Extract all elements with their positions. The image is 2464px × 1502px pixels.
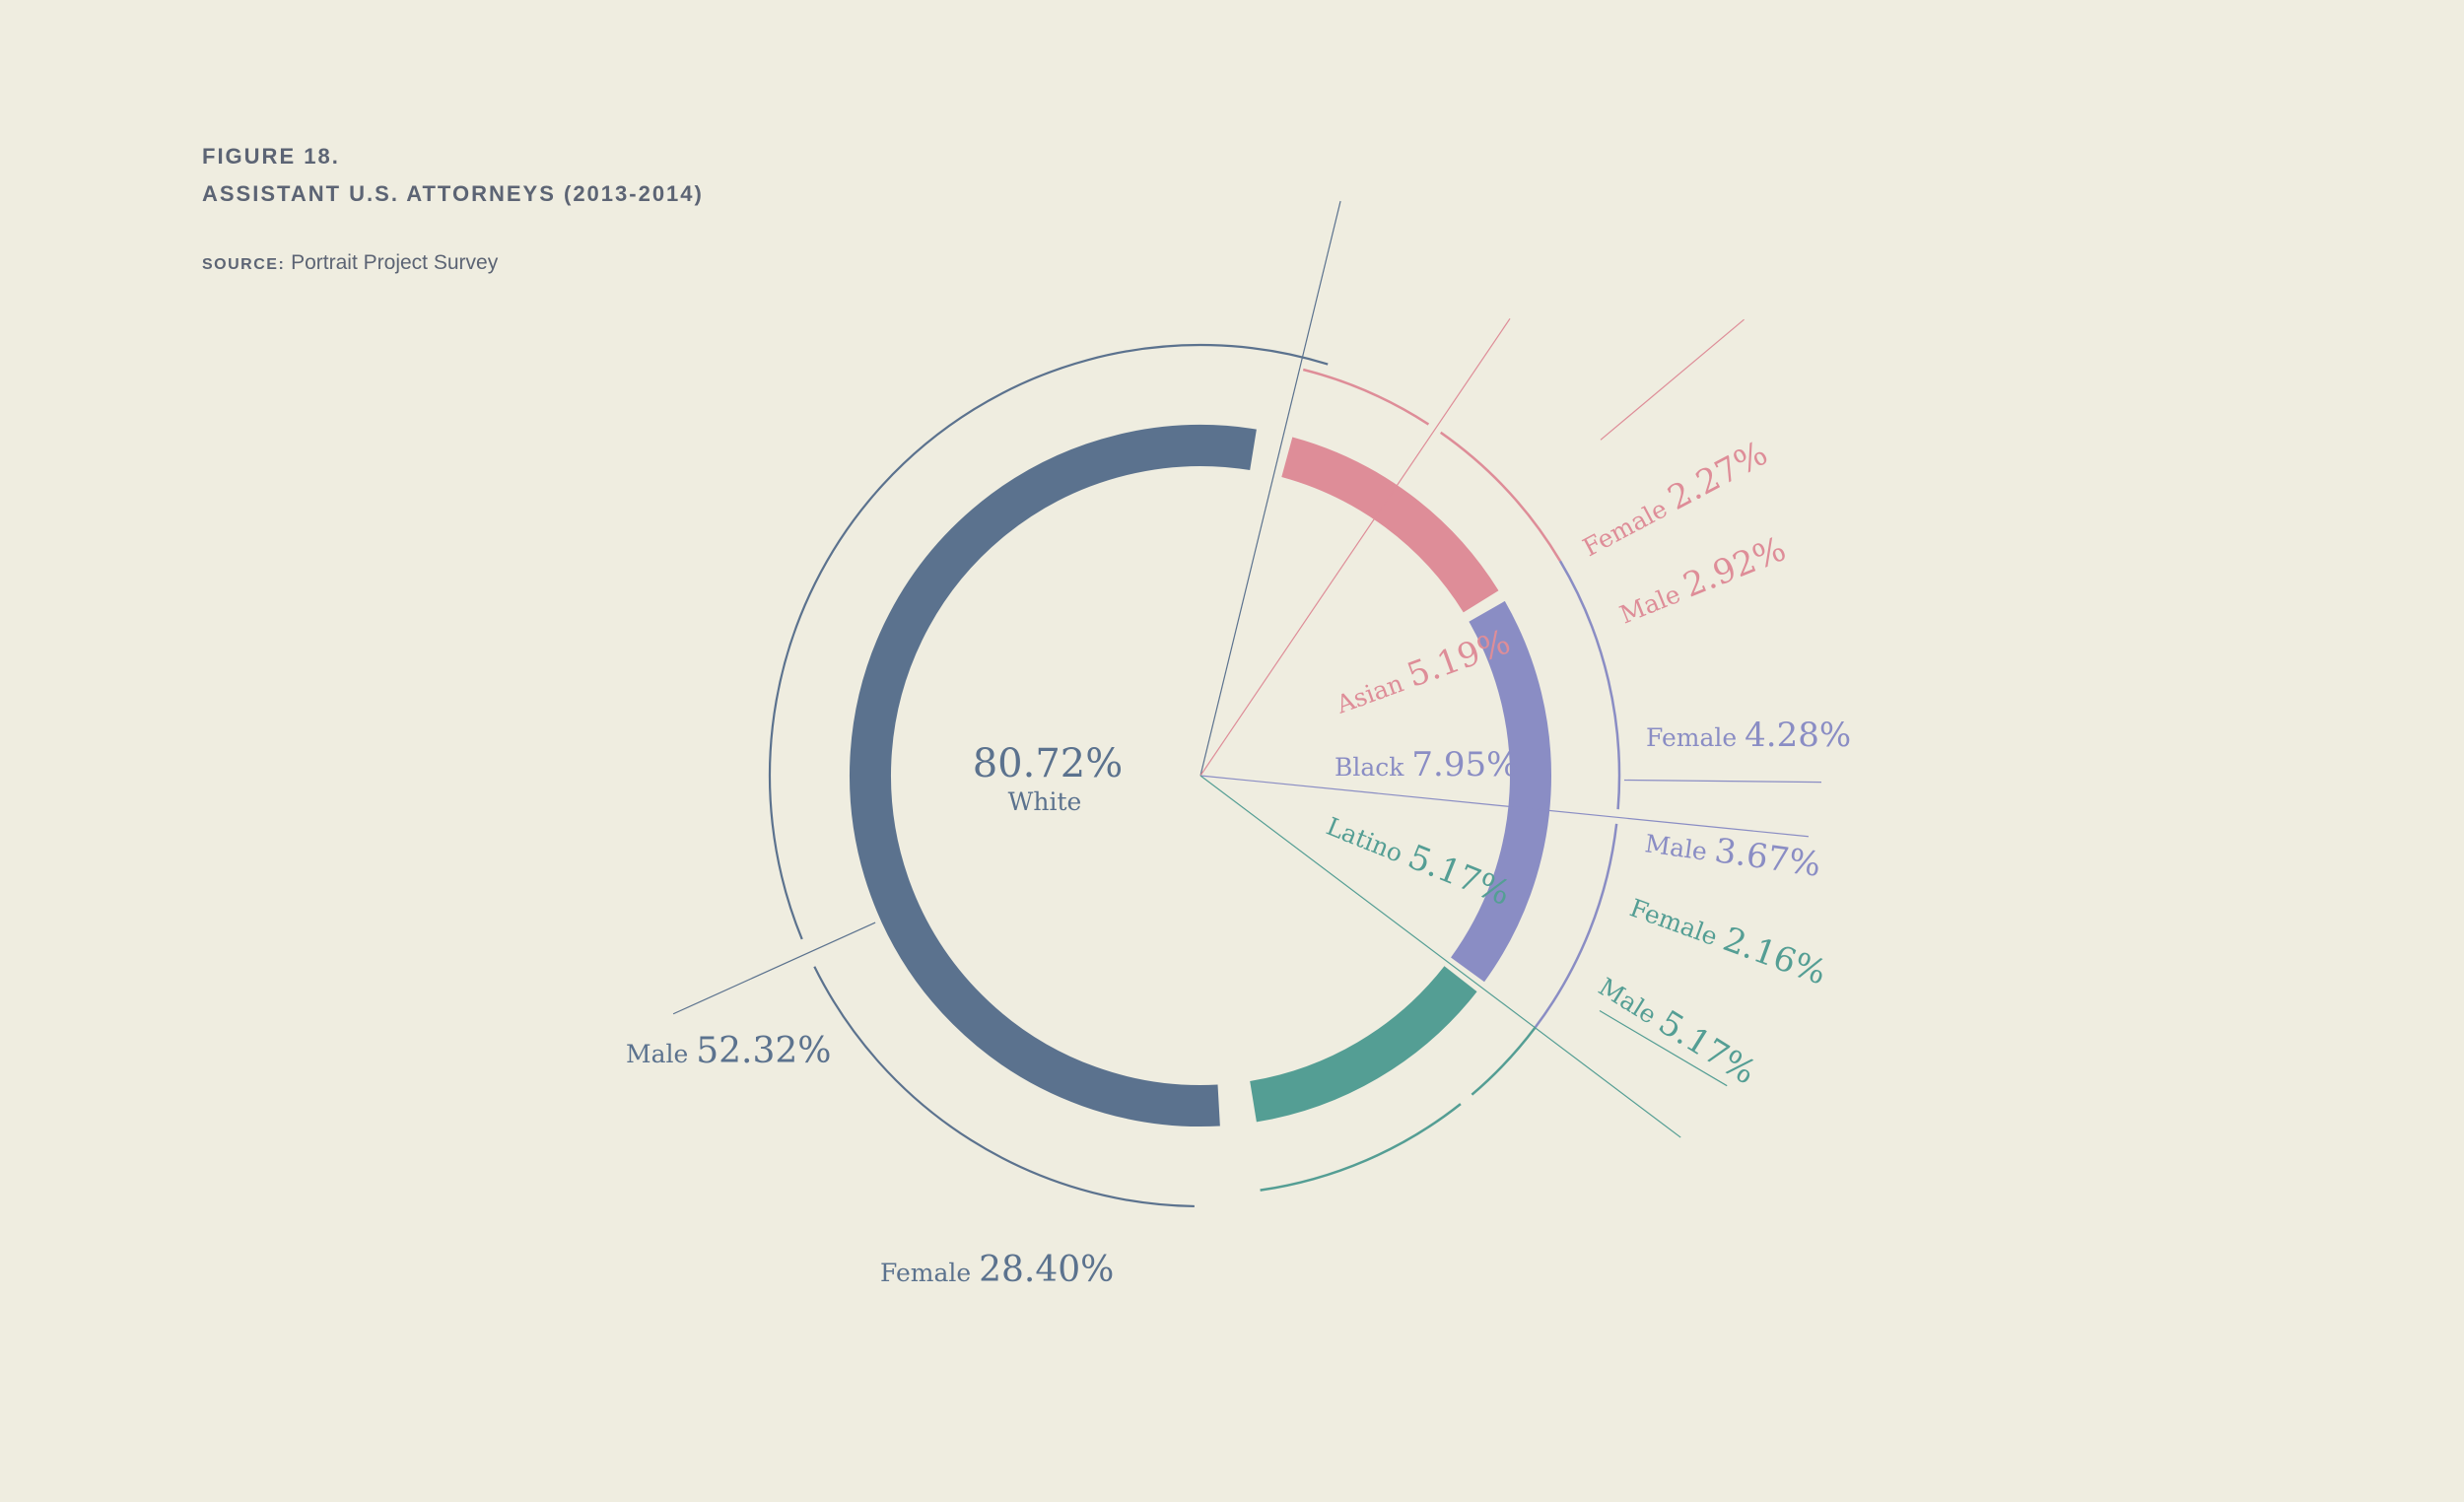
latino-male-label-group: Male [1594, 972, 1669, 1033]
latino-female-label-value: 2.16% [1718, 920, 1831, 993]
latino-female-label-group: Female [1626, 893, 1729, 953]
black-label: Black 7.95% [1335, 745, 1518, 785]
leader-asian-split [1199, 317, 1511, 777]
source-label: SOURCE: [202, 256, 286, 273]
asian-label-group: Asian [1332, 666, 1414, 719]
segment-black [1451, 600, 1551, 983]
black-label-value: 7.95% [1411, 745, 1518, 785]
white-female-label-value: 28.40% [979, 1250, 1114, 1290]
asian-label: Asian 5.19% [1329, 622, 1515, 721]
white-male-label-group: Male [626, 1040, 696, 1068]
segment-white [849, 425, 1257, 1126]
black-male-label-group: Male [1643, 829, 1717, 867]
black-male-label-value: 3.67% [1712, 831, 1823, 885]
leader-latino-top [1199, 775, 1681, 1138]
black-label-group: Black [1335, 753, 1411, 782]
figure-number: FIGURE 18. [202, 144, 340, 169]
asian-female-label-group: Female [1578, 491, 1678, 563]
segment-latino [1249, 966, 1477, 1123]
outer-arc-white-female [813, 966, 1195, 1208]
asian-female-label-value: 2.27% [1662, 434, 1774, 518]
outer-arc-white-male [768, 343, 1329, 940]
asian-male-label: Male 2.92% [1612, 529, 1791, 632]
asian-male-label-value: 2.92% [1677, 529, 1791, 606]
white-total-value: 80.72% [973, 741, 1124, 786]
leader-white-split [672, 922, 876, 1015]
latino-label-group: Latino [1323, 812, 1414, 871]
white-female-label-group: Female [880, 1259, 979, 1287]
asian-male-label-group: Male [1615, 577, 1691, 630]
black-male-label: Male 3.67% [1643, 821, 1823, 885]
white-label: White [1008, 787, 1082, 816]
segment-asian [1281, 437, 1499, 613]
figure-header: FIGURE 18. ASSISTANT U.S. ATTORNEYS (201… [202, 138, 704, 280]
figure-source: SOURCE: Portrait Project Survey [202, 248, 704, 280]
sub-arc-black-female [1558, 560, 1621, 810]
latino-male-label-value: 5.17% [1652, 1002, 1763, 1092]
black-female-label-group: Female [1646, 723, 1745, 752]
sub-arc-black-male [1534, 823, 1618, 1029]
figure-title: ASSISTANT U.S. ATTORNEYS (2013-2014) [202, 181, 704, 206]
leader-asian-female [1600, 318, 1745, 441]
leader-latino-female [1599, 1010, 1728, 1087]
white-male-label-value: 52.32% [696, 1031, 831, 1071]
black-female-label-value: 4.28% [1745, 716, 1851, 755]
latino-female-label: Female 2.16% [1625, 886, 1831, 993]
latino-male-label: Male 5.17% [1592, 966, 1762, 1093]
latino-label: Latino 5.17% [1322, 804, 1516, 914]
black-female-label: Female 4.28% [1646, 716, 1851, 755]
latino-label-value: 5.17% [1403, 837, 1516, 914]
white-female-label: Female 28.40% [880, 1250, 1114, 1290]
sub-arc-asian-male [1440, 431, 1562, 562]
leader-black-split [1199, 775, 1809, 838]
sub-arc-latino-female [1471, 1026, 1537, 1096]
source-value: Portrait Project Survey [291, 251, 499, 274]
sub-arc-latino-male [1260, 1103, 1462, 1192]
leader-black-female [1623, 779, 1821, 784]
leader-asian-top [1199, 200, 1341, 777]
white-male-label: Male 52.32% [626, 1031, 832, 1071]
sub-arc-asian-female [1302, 368, 1430, 426]
